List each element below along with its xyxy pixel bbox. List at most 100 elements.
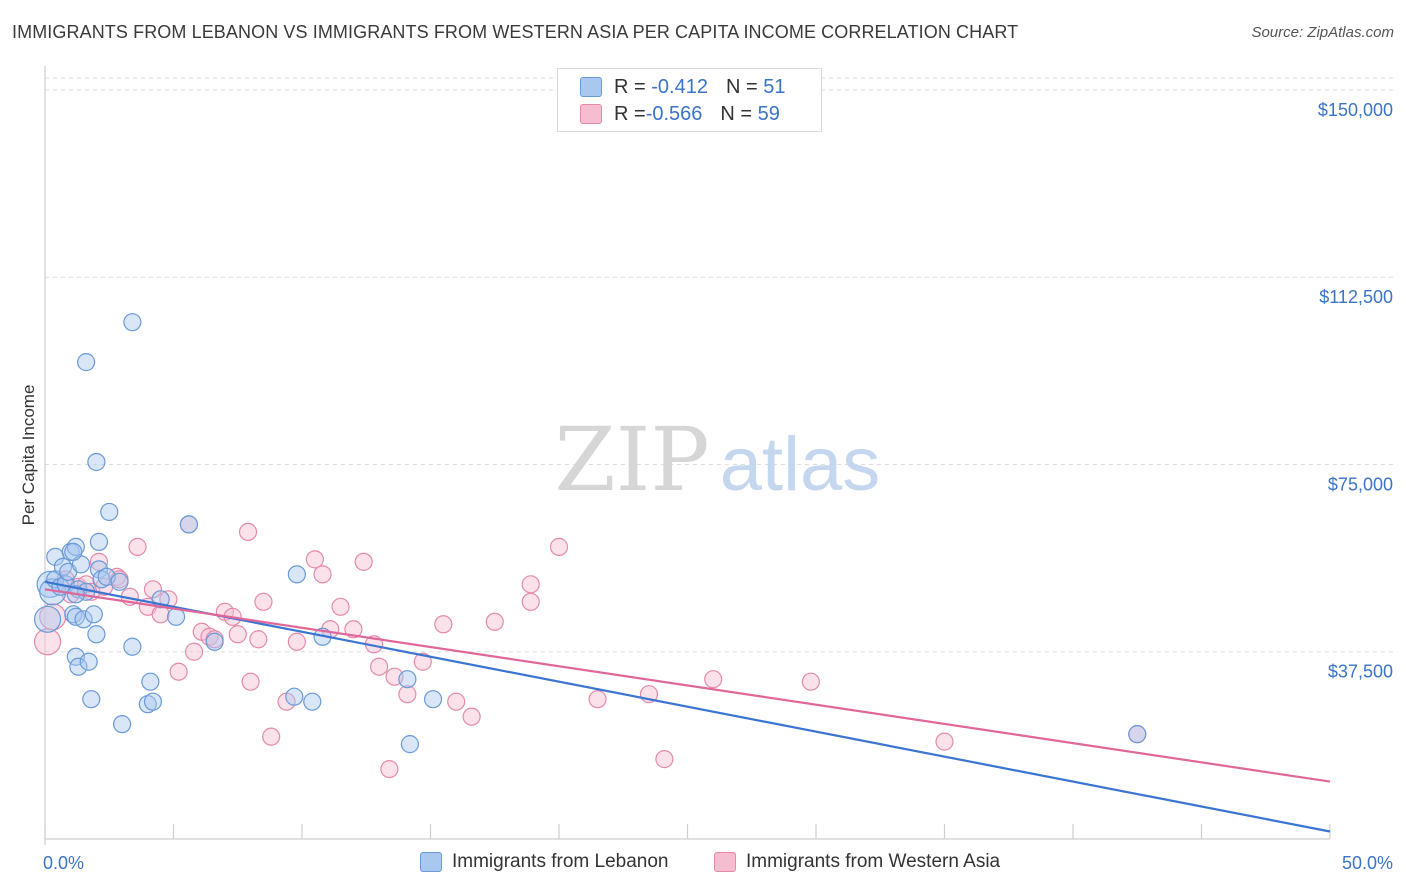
- point-western-asia: [249, 630, 268, 649]
- point-lebanon: [87, 452, 106, 472]
- point-lebanon: [141, 672, 160, 691]
- point-lebanon: [110, 572, 129, 591]
- watermark-atlas: atlas: [720, 422, 881, 507]
- point-lebanon: [53, 557, 73, 576]
- point-lebanon: [123, 637, 142, 656]
- point-lebanon: [87, 625, 106, 644]
- point-western-asia: [935, 732, 954, 751]
- legend-swatch-pink: [580, 104, 602, 124]
- point-western-asia: [228, 625, 247, 644]
- y-tick-label: $112,500: [1319, 287, 1393, 307]
- point-western-asia: [801, 672, 820, 691]
- point-western-asia: [262, 727, 281, 746]
- data-points: [33, 313, 1147, 779]
- point-western-asia: [287, 632, 306, 651]
- point-lebanon: [79, 652, 98, 671]
- point-lebanon: [179, 515, 199, 534]
- watermark-zip: ZIP: [554, 408, 709, 511]
- y-tick-label: $37,500: [1328, 662, 1393, 682]
- y-axis-label: Per Capita Income: [19, 385, 38, 526]
- point-lebanon: [303, 692, 322, 711]
- point-western-asia: [380, 759, 399, 779]
- point-lebanon: [287, 565, 306, 584]
- point-lebanon: [89, 532, 109, 551]
- point-lebanon: [1128, 725, 1147, 744]
- point-western-asia: [655, 750, 674, 769]
- legend-n-value: 51: [763, 75, 786, 98]
- legend-row-lebanon: R = -0.412 N = 51: [580, 74, 785, 100]
- y-tick-label: $75,000: [1328, 474, 1393, 494]
- trend-line-lebanon: [44, 580, 1331, 833]
- series-swatch-blue: [420, 852, 442, 872]
- point-lebanon: [205, 632, 224, 651]
- axes: [44, 66, 1331, 845]
- chart-title: IMMIGRANTS FROM LEBANON VS IMMIGRANTS FR…: [12, 22, 1019, 42]
- point-western-asia: [107, 567, 127, 586]
- series-name-lebanon: Immigrants from Lebanon: [452, 851, 669, 872]
- point-western-asia: [313, 565, 332, 584]
- x-tick-label: 0.0%: [43, 853, 84, 873]
- legend-swatch-blue: [580, 77, 602, 97]
- point-lebanon: [112, 715, 132, 734]
- trend-line-western-asia: [44, 588, 1331, 783]
- legend-r-value: -0.566: [645, 102, 703, 125]
- series-name-western-asia: Immigrants from Western Asia: [746, 851, 1001, 872]
- legend-r-label: R =: [614, 102, 646, 125]
- point-western-asia: [238, 522, 258, 542]
- point-western-asia: [184, 642, 204, 661]
- point-lebanon: [423, 690, 443, 709]
- legend-n-label: N =: [720, 102, 753, 125]
- point-western-asia: [398, 685, 417, 704]
- correlation-legend: R = -0.412 N = 51 R = -0.566 N = 59: [557, 68, 822, 132]
- point-western-asia: [704, 670, 723, 689]
- point-western-asia: [413, 652, 432, 671]
- point-lebanon: [69, 657, 88, 676]
- point-western-asia: [331, 597, 350, 616]
- point-lebanon: [77, 353, 96, 372]
- point-western-asia: [521, 592, 540, 611]
- point-lebanon: [82, 690, 101, 709]
- watermark: ZIP atlas: [554, 408, 880, 511]
- point-western-asia: [89, 552, 109, 571]
- point-western-asia: [462, 707, 481, 726]
- tick-labels: $37,500 $75,000 $112,500 $150,000 0.0% 50.0%: [43, 100, 1393, 873]
- y-tick-label: $150,000: [1318, 100, 1393, 120]
- point-western-asia: [354, 552, 373, 571]
- point-western-asia: [549, 537, 569, 556]
- point-western-asia: [254, 592, 273, 611]
- gridlines: [45, 77, 1395, 653]
- point-western-asia: [485, 612, 504, 631]
- point-western-asia: [521, 575, 540, 594]
- point-western-asia: [344, 620, 363, 639]
- legend-n-label: N =: [725, 75, 758, 98]
- series-swatch-pink: [714, 852, 736, 872]
- legend-n-value: 59: [757, 102, 780, 125]
- point-lebanon: [84, 605, 103, 624]
- point-western-asia: [447, 692, 466, 711]
- point-western-asia: [143, 580, 163, 599]
- point-lebanon: [64, 542, 83, 561]
- point-lebanon: [33, 605, 62, 633]
- point-lebanon: [100, 502, 119, 522]
- point-western-asia: [128, 537, 147, 556]
- series-legend: Immigrants from Lebanon Immigrants from …: [0, 851, 1406, 879]
- legend-row-western-asia: R = -0.566 N = 59: [580, 101, 780, 127]
- point-western-asia: [169, 662, 188, 681]
- point-western-asia: [370, 657, 389, 676]
- source-label: Source: ZipAtlas.com: [1251, 24, 1394, 41]
- point-lebanon: [143, 692, 163, 711]
- point-lebanon: [123, 313, 142, 332]
- series-legend-lebanon: Immigrants from Lebanon: [420, 851, 669, 873]
- series-legend-western-asia: Immigrants from Western Asia: [714, 851, 1000, 873]
- point-lebanon: [400, 735, 420, 754]
- legend-r-value: -0.412: [651, 75, 708, 98]
- legend-r-label: R =: [614, 75, 646, 98]
- x-tick-label: 50.0%: [1342, 853, 1393, 873]
- point-western-asia: [588, 690, 607, 709]
- trend-lines: [44, 580, 1331, 833]
- point-lebanon: [285, 687, 304, 706]
- point-western-asia: [434, 615, 453, 634]
- point-western-asia: [241, 672, 260, 691]
- point-lebanon: [398, 670, 417, 689]
